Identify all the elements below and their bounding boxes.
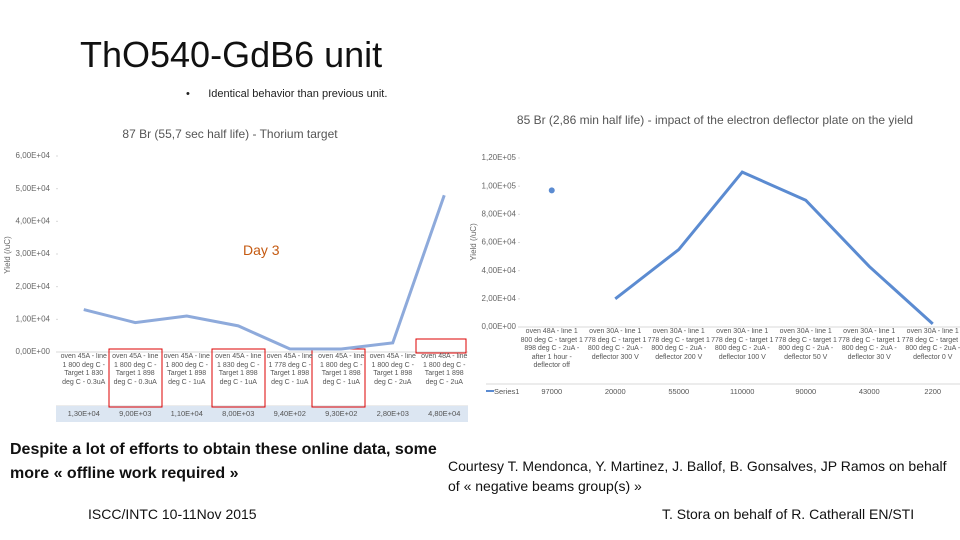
slide-title: ThO540-GdB6 unit: [80, 34, 383, 75]
x-tick-label: oven 30A - line 1 778 deg C - target 1 8…: [901, 328, 960, 361]
x-tick-label: oven 48A - line 1 800 deg C - target 1 8…: [520, 328, 583, 369]
y-tick-label: 1,00E+04: [16, 314, 51, 323]
value-label: 9,40E+02: [273, 409, 306, 418]
x-tick-label: oven 45A - line 1 800 deg C - Target 1 8…: [112, 353, 159, 386]
chart-title: 85 Br (2,86 min half life) - impact of t…: [516, 113, 914, 127]
value-label: 2,80E+03: [376, 409, 409, 418]
bullet-text: Identical behavior than previous unit.: [208, 88, 388, 100]
x-tick-label: oven 45A - line 1 800 deg C - Target 1 8…: [163, 353, 210, 386]
y-tick-label: 6,00E+04: [482, 238, 517, 247]
value-label: 2200: [924, 387, 942, 396]
bullet: • Identical behavior than previous unit.: [186, 88, 388, 100]
legend-entry: Series1: [494, 387, 520, 396]
y-tick-label: 8,00E+04: [482, 209, 517, 218]
table-row: [56, 406, 468, 422]
x-tick-label: oven 45A - line 1 778 deg C - Target 1 8…: [266, 353, 313, 386]
value-label: 55000: [668, 387, 690, 396]
value-label: 97000: [541, 387, 563, 396]
chart-title: 87 Br (55,7 sec half life) - Thorium tar…: [122, 127, 338, 141]
value-label: 9,30E+02: [325, 409, 358, 418]
footer-left: ISCC/INTC 10-11Nov 2015: [88, 506, 257, 522]
y-tick-label: 1,00E+05: [482, 181, 517, 190]
footer-right: T. Stora on behalf of R. Catherall EN/ST…: [662, 506, 915, 522]
value-label: 4,80E+04: [428, 409, 461, 418]
y-tick-label: 0,00E+00: [482, 322, 517, 331]
y-tick-label: 2,00E+04: [16, 282, 51, 291]
y-tick-label: 6,00E+04: [16, 151, 51, 160]
y-tick-label: 5,00E+04: [16, 184, 51, 193]
highlight-box: [108, 348, 163, 408]
y-tick-label: 4,00E+04: [16, 216, 51, 225]
x-tick-label: oven 30A - line 1 778 deg C - target 1 8…: [584, 328, 647, 361]
y-axis-label: Yield (/uC): [469, 223, 478, 261]
highlight-box: [415, 338, 467, 354]
value-label: 110000: [730, 387, 755, 396]
y-tick-label: 4,00E+04: [482, 266, 517, 275]
value-label: 8,00E+03: [222, 409, 255, 418]
data-point: [548, 187, 555, 194]
value-label: 1,30E+04: [67, 409, 100, 418]
x-tick-label: oven 48A - line 1 800 deg C - Target 1 8…: [421, 353, 468, 386]
y-axis-label: Yield (/uC): [3, 236, 12, 274]
x-tick-label: oven 45A - line 1 800 deg C - Target 1 8…: [369, 353, 416, 386]
x-tick-label: oven 30A - line 1 778 deg C - target 1 8…: [647, 328, 710, 361]
line-series: [614, 170, 934, 326]
x-tick-label: oven 45A - line 1 800 deg C - Target 1 8…: [318, 353, 365, 386]
y-tick-label: 1,20E+05: [482, 153, 517, 162]
x-tick-label: oven 45A - line 1 800 deg C - Target 1 8…: [60, 353, 107, 386]
value-label: 20000: [604, 387, 626, 396]
value-label: 1,10E+04: [170, 409, 203, 418]
y-tick-label: 2,00E+04: [482, 294, 517, 303]
x-tick-label: oven 30A - line 1 778 deg C - target 1 8…: [774, 328, 837, 361]
x-tick-label: oven 30A - line 1 778 deg C - target 1 8…: [711, 328, 774, 361]
value-label: 43000: [858, 387, 880, 396]
x-tick-label: oven 30A - line 1 778 deg C - target 1 8…: [838, 328, 901, 361]
y-tick-label: 3,00E+04: [16, 249, 51, 258]
y-tick-label: 0,00E+00: [16, 347, 51, 356]
highlight-box: [211, 348, 266, 408]
annotation: Day 3: [243, 242, 280, 258]
value-label: 90000: [795, 387, 817, 396]
x-tick-label: oven 45A - line 1 830 deg C - Target 1 8…: [215, 353, 262, 386]
conclusion: Despite a lot of efforts to obtain these…: [10, 441, 437, 482]
courtesy: Courtesy T. Mendonca, Y. Martinez, J. Ba…: [448, 458, 947, 494]
value-label: 9,00E+03: [119, 409, 152, 418]
line-series: [83, 194, 446, 351]
